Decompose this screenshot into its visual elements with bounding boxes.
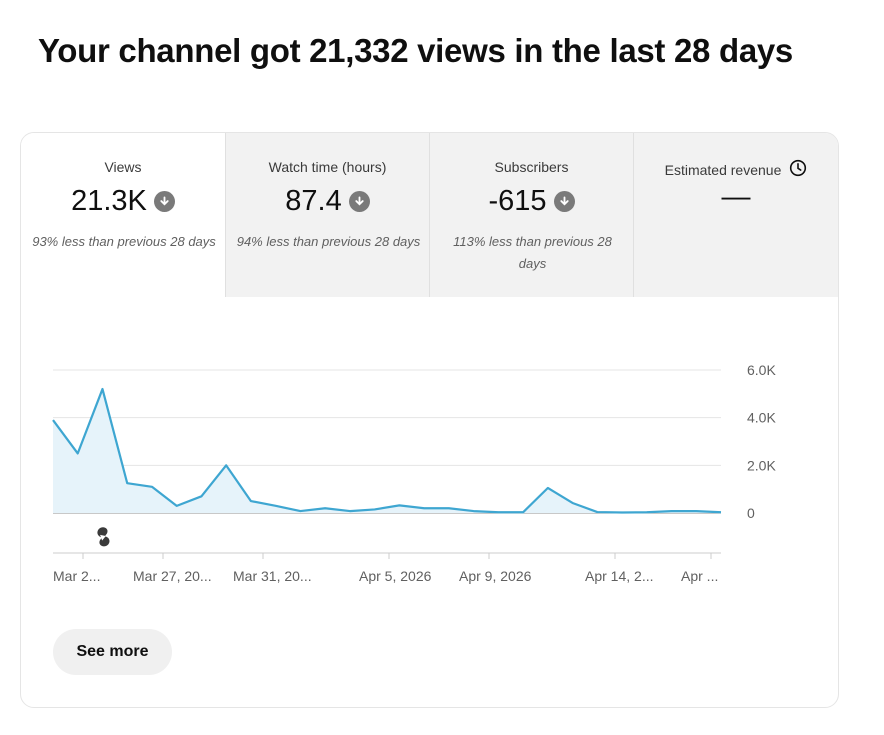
- tab-watch-time-value: 87.4: [285, 185, 342, 217]
- tab-views-comparison: 93% less than previous 28 days: [32, 234, 216, 249]
- analytics-card: Views 21.3K 93% less than previous 28 da…: [20, 132, 839, 708]
- page-title: Your channel got 21,332 views in the las…: [38, 32, 793, 69]
- tab-revenue-label: Estimated revenue: [664, 161, 782, 178]
- tab-estimated-revenue[interactable]: Estimated revenue —: [633, 133, 838, 297]
- x-tick-label: Apr 9, 2026: [459, 568, 532, 584]
- y-tick-label: 6.0K: [747, 362, 776, 378]
- x-tick-label: Mar 2...: [53, 568, 100, 584]
- tab-revenue-value: —: [721, 181, 751, 213]
- y-tick-label: 2.0K: [747, 457, 776, 473]
- tab-subscribers-comparison: 113% less than previous 28 days: [453, 234, 612, 271]
- views-area: [53, 389, 721, 513]
- tab-views[interactable]: Views 21.3K 93% less than previous 28 da…: [21, 133, 225, 297]
- see-more-button[interactable]: See more: [53, 629, 172, 675]
- x-tick-label: Apr 14, 2...: [585, 568, 653, 584]
- tab-watch-time-comparison: 94% less than previous 28 days: [236, 234, 421, 249]
- tab-subscribers[interactable]: Subscribers -615 113% less than previous…: [429, 133, 633, 297]
- arrow-down-icon: [153, 191, 175, 212]
- arrow-down-icon: [553, 191, 575, 212]
- tab-watch-time-label: Watch time (hours): [268, 159, 387, 175]
- x-tick-label: Apr 5, 2026: [359, 568, 432, 584]
- clock-icon: [789, 159, 807, 180]
- tab-subscribers-value: -615: [488, 185, 547, 217]
- views-line: [52, 387, 722, 514]
- tab-views-label: Views: [104, 159, 142, 175]
- metric-tabs: Views 21.3K 93% less than previous 28 da…: [21, 133, 838, 297]
- y-tick-label: 0: [747, 505, 755, 521]
- views-chart: 6.0K 4.0K 2.0K 0 Mar 2... Mar 27, 20... Mar 31…: [52, 362, 776, 584]
- x-tick-label: Mar 31, 20...: [233, 568, 312, 584]
- x-tick-label: Apr ...: [681, 568, 718, 584]
- tab-views-value: 21.3K: [71, 185, 147, 217]
- shorts-icon: [97, 527, 110, 547]
- tab-watch-time[interactable]: Watch time (hours) 87.4 94% less than pr…: [225, 133, 429, 297]
- x-tick-label: Mar 27, 20...: [133, 568, 212, 584]
- y-tick-label: 4.0K: [747, 410, 776, 426]
- tab-subscribers-label: Subscribers: [494, 159, 569, 175]
- arrow-down-icon: [348, 191, 370, 212]
